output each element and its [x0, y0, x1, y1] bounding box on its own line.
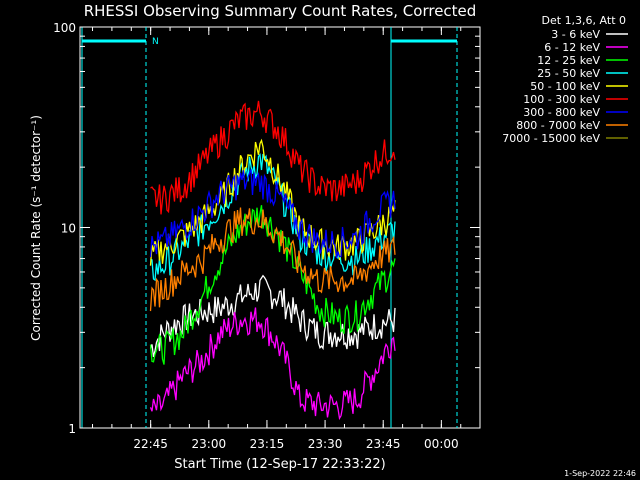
legend-label: 50 - 100 keV: [530, 80, 600, 93]
chart-title: RHESSI Observing Summary Count Rates, Co…: [84, 2, 477, 20]
observing-markers: N: [81, 27, 458, 428]
night-label: N: [152, 37, 159, 47]
series-line: [149, 274, 396, 358]
legend-label: 6 - 12 keV: [544, 41, 600, 54]
plot-area: [79, 26, 481, 429]
x-tick-label: 22:45: [133, 437, 168, 451]
x-tick-label: 23:30: [308, 437, 343, 451]
x-tick-label: 23:00: [192, 437, 227, 451]
legend-label: 3 - 6 keV: [551, 28, 600, 41]
footer-date: 1-Sep-2022 22:46: [564, 469, 636, 478]
legend-label: 12 - 25 keV: [537, 54, 600, 67]
series-line: [149, 169, 396, 259]
legend-label: 100 - 300 keV: [523, 93, 600, 106]
legend-header: Det 1,3,6, Att 0: [542, 14, 626, 27]
y-tick-label: 100: [53, 21, 76, 35]
legend-label: 800 - 7000 keV: [516, 119, 600, 132]
plot-border: [79, 26, 481, 429]
series-line: [149, 207, 396, 312]
series-line: [149, 205, 396, 365]
legend-label: 25 - 50 keV: [537, 67, 600, 80]
x-tick-label: 23:15: [250, 437, 285, 451]
series-line: [150, 100, 396, 215]
series-line: [149, 307, 396, 421]
legend-label: 7000 - 15000 keV: [502, 132, 600, 145]
x-axis-label: Start Time (12-Sep-17 22:33:22): [174, 457, 385, 472]
x-tick-label: 23:45: [366, 437, 401, 451]
y-axis-label: Corrected Count Rate (s⁻¹ detector⁻¹): [29, 115, 43, 341]
y-tick-label: 1: [68, 422, 76, 436]
legend-label: 300 - 800 keV: [523, 106, 600, 119]
x-tick-label: 00:00: [424, 437, 459, 451]
series-layer: [149, 100, 396, 421]
axes: 22:45 23:00 23:15 23:30 23:45 00:00 1 10 100: [53, 21, 480, 451]
y-tick-label: 10: [61, 222, 76, 236]
